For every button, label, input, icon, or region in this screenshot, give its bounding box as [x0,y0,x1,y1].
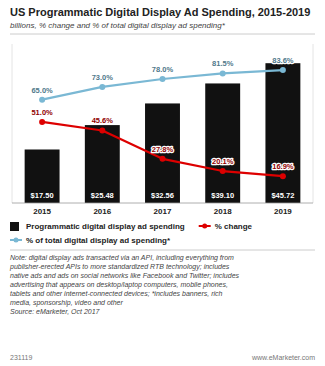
chart: US Programmatic Digital Display Ad Spend… [0,0,325,366]
note: native ads and ads on social networks li… [10,272,240,279]
legend-label: Programmatic digital display ad spending [26,222,185,231]
y2-axis-line [313,44,314,203]
line-label: 45.6% [92,116,114,125]
marker [99,84,105,90]
line-label: 65.0% [31,86,53,95]
x-tick-label: 2016 [93,207,111,216]
line-label: 51.0% [31,108,53,117]
legend-marker [14,238,19,243]
subtitle: billions, % change and % of total digita… [10,21,226,30]
x-tick-label: 2019 [274,207,292,216]
line-label: 83.6% [272,56,294,65]
bar-label: $17.50 [31,191,54,200]
bar-label: $32.56 [151,191,174,200]
x-tick-label: 2018 [214,207,232,216]
bar [265,63,300,203]
data-labels: $17.50 $25.48 $32.56 $39.10 $45.72 51.0% 45.6%… [31,56,295,200]
footer: www.eMarketer.com [251,354,315,361]
marker [160,76,166,82]
note: media, sponsorship, video and other [10,299,124,307]
line-label: 20.1% [212,157,234,166]
x-axis-line [12,203,313,204]
x-tick-label: 2015 [33,207,51,216]
marker [39,97,45,103]
line-label: 27.8% [152,145,174,154]
line-label: 78.0% [152,65,174,74]
note: advertising that appears on desktop/lapt… [10,281,228,289]
title: US Programmatic Digital Display Ad Spend… [10,6,310,18]
source: Source: eMarketer, Oct 2017 [10,308,101,315]
note: tablets and other internet-connected dev… [10,290,223,297]
line-label: 73.0% [92,73,114,82]
y-axis-line [12,44,13,203]
legend-item: % of total digital display ad spending* [10,236,171,245]
legend-item: Programmatic digital display ad spending [10,222,185,231]
footer: 231119 [10,354,32,361]
x-tick-label: 2017 [154,207,172,216]
line [42,70,283,100]
marker [280,67,286,73]
bar-label: $39.10 [211,191,234,200]
note: Note: digital display ads transacted via… [10,254,234,262]
legend-item: % change [199,222,253,231]
bar-label: $45.72 [271,191,294,200]
line-label: 81.5% [212,59,234,68]
bar-label: $25.48 [91,191,114,200]
marker [39,119,45,125]
bar [205,83,240,203]
rule [10,250,315,251]
note: publisher-erected APIs to more standardi… [9,263,230,271]
bar [25,149,60,203]
title-line: US Programmatic Digital Display Ad Spend… [10,6,310,18]
legend-swatch [10,222,19,231]
marker [220,70,226,76]
legend-label: % of total digital display ad spending* [26,236,171,245]
legend-marker [202,224,207,229]
rule [10,34,315,35]
line-label: 16.9% [272,162,294,171]
marks [25,63,301,203]
line [42,122,283,176]
legend-label: % change [215,222,253,231]
marker [99,127,105,133]
marker [280,173,286,179]
marker [220,168,226,174]
marker [160,156,166,162]
